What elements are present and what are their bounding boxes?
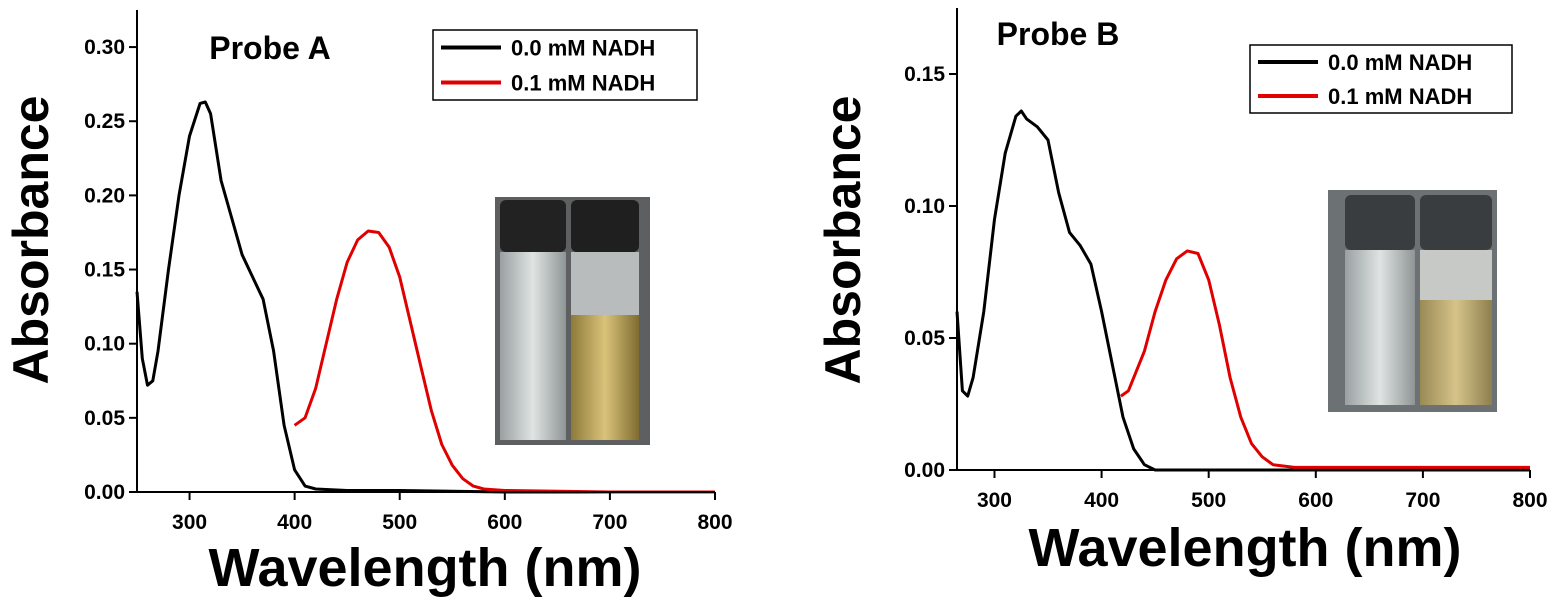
x-tick-label: 700 (1405, 489, 1440, 512)
y-tick-label: 0.20 (84, 184, 125, 207)
x-axis-title: Wavelength (nm) (1028, 518, 1461, 578)
y-tick-label: 0.10 (904, 195, 945, 218)
x-tick-label: 700 (592, 511, 627, 534)
x-tick-label: 400 (277, 511, 312, 534)
x-axis-title: Wavelength (nm) (208, 538, 641, 598)
x-tick-label: 800 (697, 511, 732, 534)
y-tick-label: 0.15 (84, 259, 125, 282)
x-tick-label: 500 (1191, 489, 1226, 512)
legend-label: 0.1 mM NADH (511, 71, 655, 96)
x-tick-label: 300 (172, 511, 207, 534)
y-tick-label: 0.05 (904, 327, 945, 350)
legend-label: 0.0 mM NADH (1328, 50, 1472, 75)
y-tick-label: 0.15 (904, 63, 945, 86)
y-tick-label: 0.25 (84, 110, 125, 133)
legend-box (1249, 44, 1513, 114)
spectrum-line (955, 109, 1530, 472)
panel-title: Probe B (997, 16, 1120, 52)
spectrum-line (293, 229, 715, 494)
x-tick-label: 600 (1298, 489, 1333, 512)
x-tick-label: 600 (487, 511, 522, 534)
y-tick-label: 0.05 (84, 407, 125, 430)
x-tick-label: 500 (382, 511, 417, 534)
y-tick-label: 0.10 (84, 333, 125, 356)
legend-box (432, 29, 698, 101)
y-tick-label: 0.00 (84, 481, 125, 504)
spectrum-line (1120, 249, 1530, 469)
y-axis-title: Absorbance (3, 96, 59, 385)
y-axis-title: Absorbance (815, 96, 871, 385)
y-tick-label: 0.00 (904, 459, 945, 482)
panel-title: Probe A (209, 30, 331, 66)
x-tick-label: 800 (1512, 489, 1547, 512)
y-tick-label: 0.30 (84, 36, 125, 59)
vial-photo (1328, 190, 1497, 412)
legend-label: 0.0 mM NADH (511, 36, 655, 61)
x-tick-label: 400 (1084, 489, 1119, 512)
spectrum-line (135, 100, 715, 494)
legend-label: 0.1 mM NADH (1328, 84, 1472, 109)
vial-photo (495, 197, 650, 445)
x-tick-label: 300 (977, 489, 1012, 512)
